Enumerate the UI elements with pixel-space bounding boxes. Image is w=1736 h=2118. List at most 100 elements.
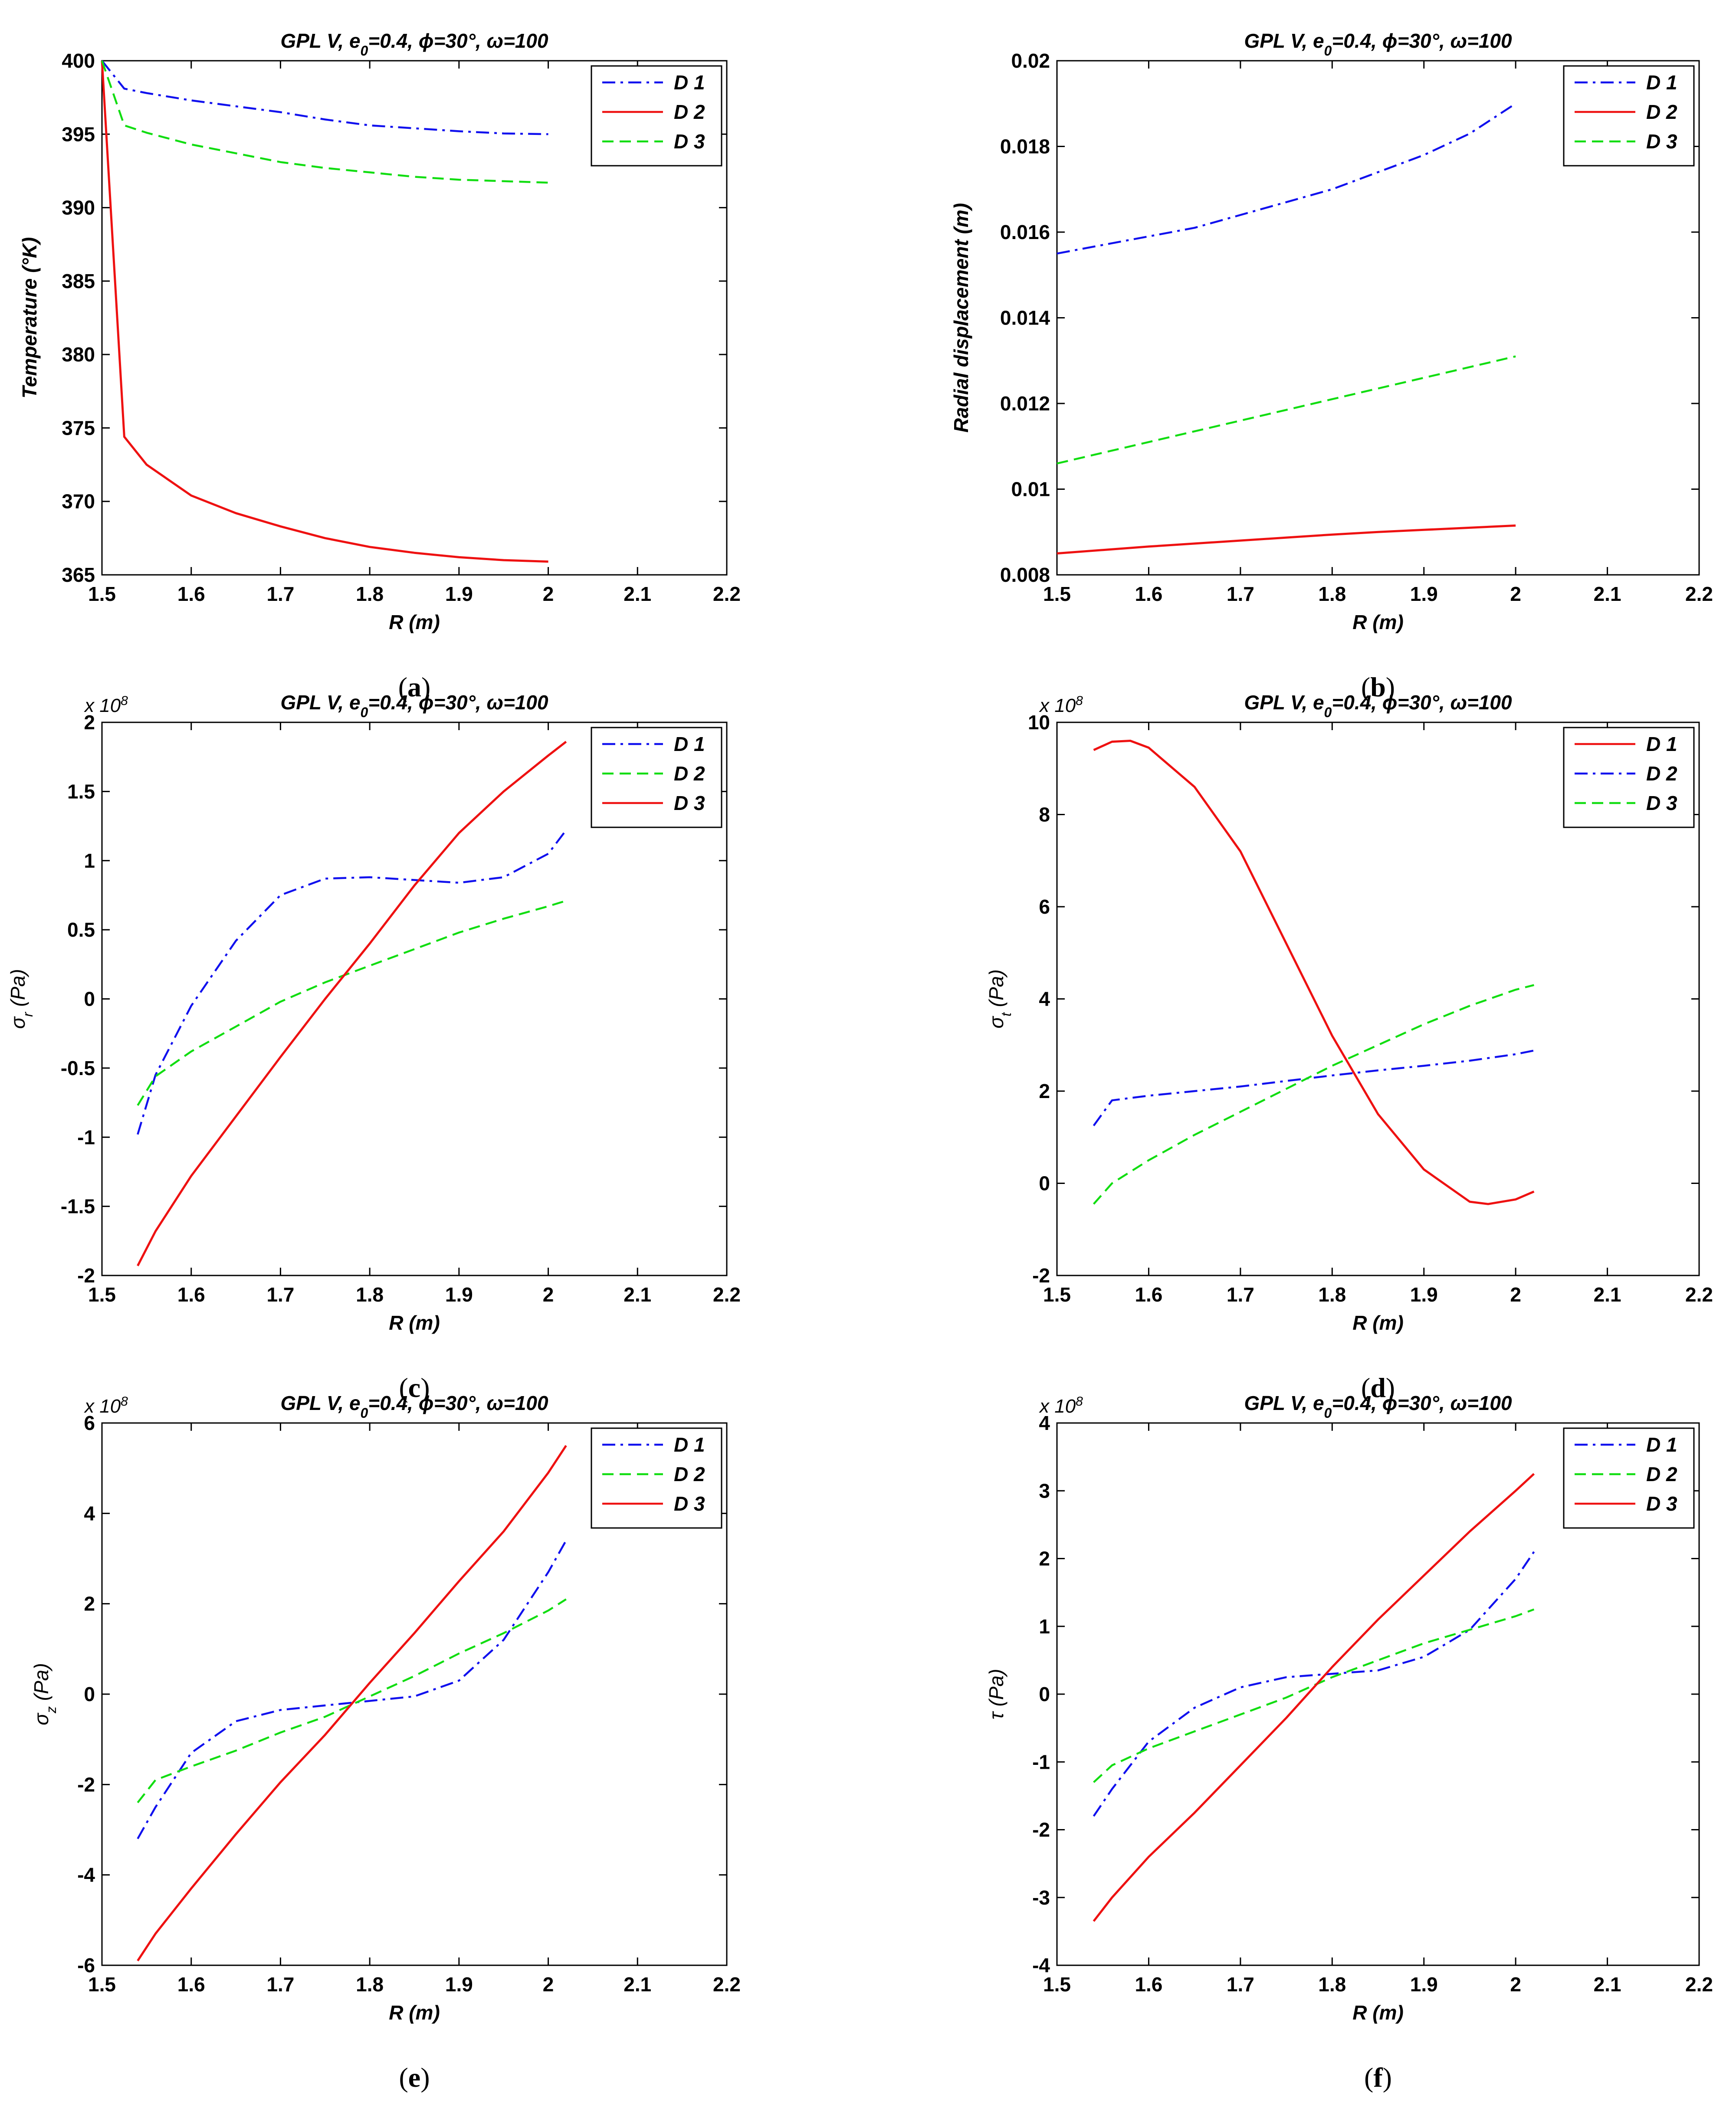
title-part: =0.4,	[1332, 1392, 1382, 1414]
y-tick-label: 380	[62, 343, 95, 366]
x-tick-label: 1.7	[1227, 1283, 1254, 1306]
y-tick-label: 0.014	[1000, 307, 1050, 329]
x-tick-label: 2	[1510, 1973, 1521, 1996]
y-tick-label: 1	[84, 849, 95, 872]
title-part: =0.4,	[368, 1392, 418, 1414]
x-tick-label: 1.9	[1410, 583, 1438, 605]
y-axis-label-subscript: r	[20, 1012, 36, 1017]
panel-caption: (b)	[1361, 672, 1395, 702]
y-tick-label: -4	[77, 1864, 95, 1886]
x-tick-label: 1.8	[1318, 1973, 1346, 1996]
legend-entry: D 1	[674, 71, 705, 94]
title-part: ϕ	[1382, 30, 1398, 52]
y-tick-label: 0	[1039, 1172, 1050, 1195]
title-part: =0.4,	[368, 30, 418, 52]
y-axis-label: σr (Pa)	[7, 969, 36, 1029]
legend-entry: D 3	[1646, 1492, 1677, 1515]
y-axis-label-symbol: τ	[985, 1711, 1007, 1719]
y-axis-label-symbol: σ	[985, 1016, 1007, 1029]
caption-close: )	[1386, 1372, 1395, 1403]
caption-open: (	[399, 2062, 408, 2093]
x-tick-label: 2	[1510, 1283, 1521, 1306]
x-tick-label: 1.6	[177, 583, 205, 605]
legend: D 1 D 2 D 3	[591, 727, 722, 828]
y-axis-label: σt (Pa)	[985, 969, 1014, 1028]
y-tick-label: 2	[1039, 1080, 1050, 1102]
series-line-d3	[1093, 984, 1534, 1205]
legend-entry: D 3	[1646, 792, 1677, 814]
x-tick-label: 1.7	[1227, 1973, 1254, 1996]
y-tick-label: 3	[1039, 1479, 1050, 1502]
x-tick-label: 1.7	[266, 1283, 294, 1306]
y-axis-label: Temperature (°K)	[18, 237, 41, 399]
exponent-base: x 10	[84, 1396, 121, 1417]
title-part: =30°,	[434, 1392, 487, 1414]
y-tick-label: -6	[77, 1954, 95, 1977]
exponent-base: x 10	[1039, 695, 1076, 716]
y-tick-label: 0.016	[1000, 221, 1050, 243]
y-tick-label: 0.01	[1011, 478, 1050, 501]
title-part: ω	[1450, 691, 1467, 714]
y-axis-label-units: (Pa)	[985, 1669, 1007, 1712]
y-tick-label: 0.012	[1000, 392, 1050, 415]
series-line-d3	[101, 60, 548, 184]
legend-entry: D 1	[1646, 1433, 1677, 1456]
chart-title: GPL V, e0=0.4, ϕ=30°, ω=100	[280, 691, 548, 720]
legend-entry: D 3	[674, 130, 705, 153]
title-part: ω	[487, 691, 503, 714]
x-tick-label: 2	[543, 1973, 554, 1996]
title-part: ω	[487, 30, 503, 52]
x-tick-label: 2.1	[624, 583, 651, 605]
y-axis-label: σz (Pa)	[30, 1663, 59, 1725]
series-line-d1	[1057, 102, 1516, 255]
legend: D 1 D 2 D 3	[1563, 1427, 1695, 1529]
title-part: =0.4,	[368, 691, 418, 714]
title-part: GPL V, e	[1244, 30, 1324, 52]
title-part: =100	[503, 691, 548, 714]
y-axis-exponent: x 108	[1039, 694, 1083, 717]
y-tick-label: 0.02	[1011, 49, 1050, 72]
series-line-d2	[137, 1598, 567, 1803]
panel-caption: (e)	[399, 2062, 430, 2093]
caption-open: (	[399, 1372, 408, 1403]
y-tick-label: -1	[77, 1126, 95, 1148]
legend: D 1 D 2 D 3	[591, 1427, 722, 1529]
series-line-d2	[1093, 1608, 1535, 1783]
legend-entry: D 3	[674, 792, 705, 814]
y-tick-label: 385	[62, 270, 95, 292]
exponent-power: 8	[121, 694, 128, 708]
caption-letter: b	[1370, 672, 1386, 702]
legend-entry: D 2	[674, 762, 705, 785]
panel-caption: (d)	[1361, 1372, 1395, 1403]
y-tick-label: -1	[1032, 1751, 1050, 1773]
y-tick-label: 1	[1039, 1615, 1050, 1638]
y-axis-label-units: (Pa)	[7, 969, 29, 1012]
x-tick-label: 1.5	[88, 583, 116, 605]
x-tick-label: 2	[543, 1283, 554, 1306]
title-part: ϕ	[1382, 1392, 1398, 1414]
legend-entry: D 1	[1646, 71, 1677, 94]
x-tick-label: 1.5	[1043, 583, 1071, 605]
caption-close: )	[1383, 2062, 1392, 2093]
caption-open: (	[1364, 2062, 1373, 2093]
title-part: =100	[1467, 691, 1512, 714]
exponent-base: x 10	[1039, 1396, 1076, 1417]
x-tick-label: 1.5	[1043, 1973, 1071, 1996]
y-tick-label: 395	[62, 123, 95, 145]
x-axis-label: R (m)	[389, 1311, 440, 1334]
series-line-d3	[137, 1445, 567, 1961]
series-line-d2	[1057, 524, 1516, 555]
title-part: ϕ	[419, 30, 434, 52]
y-tick-label: -2	[77, 1264, 95, 1287]
y-tick-label: -2	[1032, 1264, 1050, 1287]
title-part: =100	[1467, 30, 1512, 52]
title-part: =100	[1467, 1392, 1512, 1414]
y-axis-label: Radial displacement (m)	[950, 203, 972, 433]
series-line-d3	[1093, 1473, 1535, 1922]
x-tick-label: 1.7	[266, 1973, 294, 1996]
series-line-d2	[101, 60, 548, 563]
legend: D 1 D 2 D 3	[1563, 727, 1695, 828]
